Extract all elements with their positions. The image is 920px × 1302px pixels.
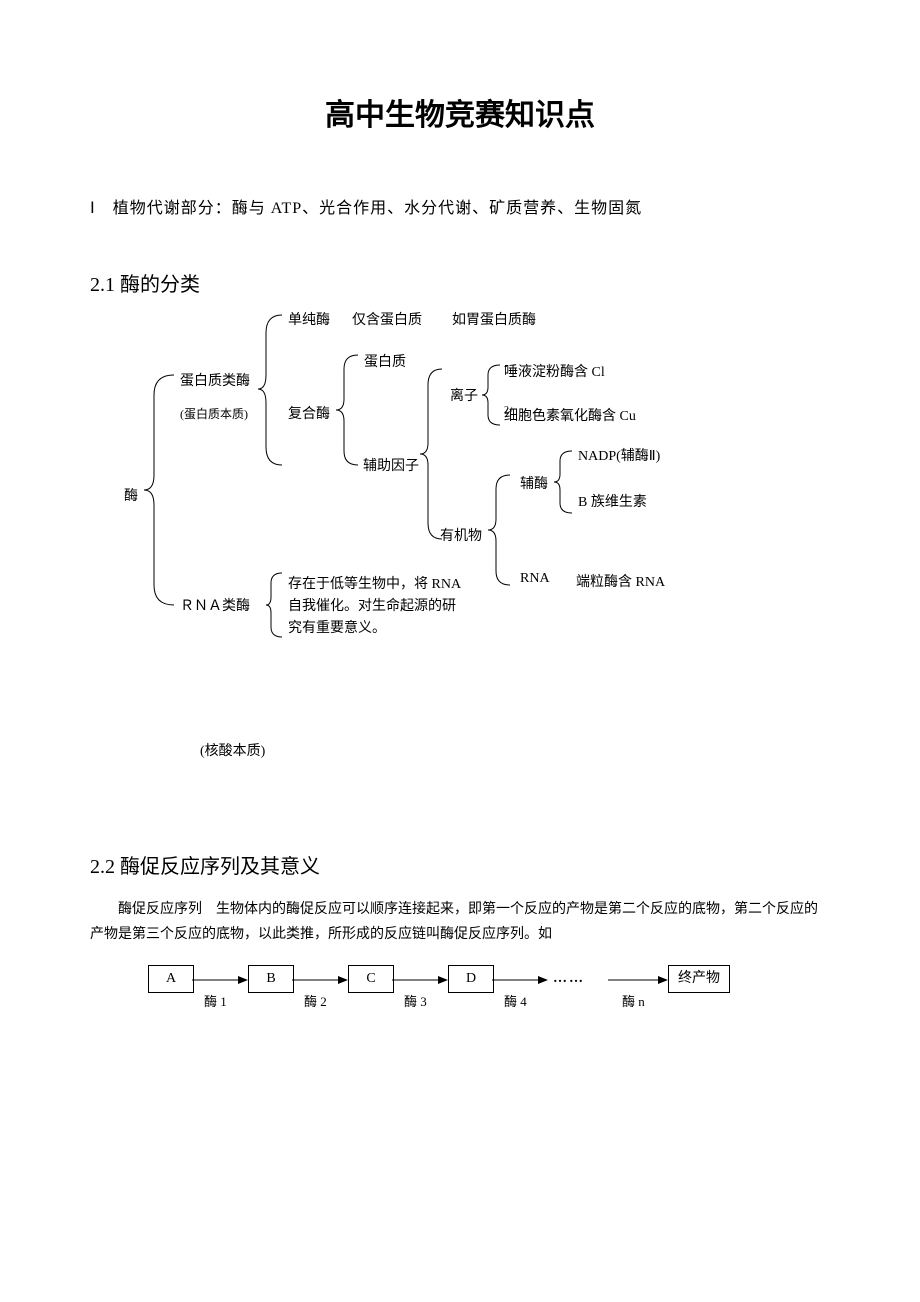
page-title: 高中生物竞赛知识点 [90, 90, 830, 134]
coenzyme-eg1: NADP(辅酶Ⅱ) [578, 445, 660, 465]
complex-enzyme: 复合酶 [288, 403, 330, 423]
flow-enzyme-3: 酶 3 [404, 991, 427, 1010]
rna-desc-l1: 存在于低等生物中，将 RNA [288, 573, 461, 593]
tree-root: 酶 [124, 485, 138, 505]
rna-eg: 端粒酶含 RNA [576, 571, 665, 591]
rna-desc-l2: 自我催化。对生命起源的研 [288, 595, 456, 615]
nucleic-note: (核酸本质) [200, 740, 830, 760]
heading-2-1: 2.1 酶的分类 [90, 268, 830, 297]
flow-box-c: C [348, 965, 394, 993]
coenzyme-label: 辅酶 [520, 473, 548, 493]
flow-box-b: B [248, 965, 294, 993]
flow-box-final: 终产物 [668, 965, 730, 993]
enzyme-tree-diagram: 酶 蛋白质类酶 (蛋白质本质) 单纯酶 仅含蛋白质 如胃蛋白质酶 复合酶 蛋白质… [90, 315, 830, 645]
flow-dots: …… [553, 971, 585, 987]
simple-enzyme-eg: 如胃蛋白质酶 [452, 309, 536, 329]
rna-desc-l3: 究有重要意义。 [288, 617, 386, 637]
cofactor: 辅助因子 [363, 455, 419, 475]
rna-label: RNA [520, 571, 550, 587]
reaction-flow-diagram: A B C D …… 终产物 酶 1 酶 2 酶 3 酶 4 酶 n [138, 961, 838, 1021]
para-2-2: 酶促反应序列 生物体内的酶促反应可以顺序连接起来，即第一个反应的产物是第二个反应… [90, 897, 830, 947]
branch-protein-enzyme: 蛋白质类酶 [180, 370, 250, 390]
organic-label: 有机物 [440, 525, 482, 545]
flow-box-a: A [148, 965, 194, 993]
ion-label: 离子 [450, 385, 478, 405]
flow-enzyme-n: 酶 n [622, 991, 645, 1010]
heading-2-2: 2.2 酶促反应序列及其意义 [90, 850, 830, 879]
branch-rna-enzyme: ＲＮＡ类酶 [180, 595, 250, 615]
protein-part: 蛋白质 [364, 351, 406, 371]
simple-enzyme: 单纯酶 [288, 309, 330, 329]
flow-enzyme-2: 酶 2 [304, 991, 327, 1010]
flow-enzyme-1: 酶 1 [204, 991, 227, 1010]
coenzyme-eg2: B 族维生素 [578, 491, 647, 511]
simple-enzyme-desc: 仅含蛋白质 [352, 309, 422, 329]
branch-protein-note: (蛋白质本质) [180, 405, 248, 422]
flow-box-d: D [448, 965, 494, 993]
flow-enzyme-4: 酶 4 [504, 991, 527, 1010]
part-label: Ⅰ 植物代谢部分：酶与 ATP、光合作用、水分代谢、矿质营养、生物固氮 [90, 194, 830, 218]
